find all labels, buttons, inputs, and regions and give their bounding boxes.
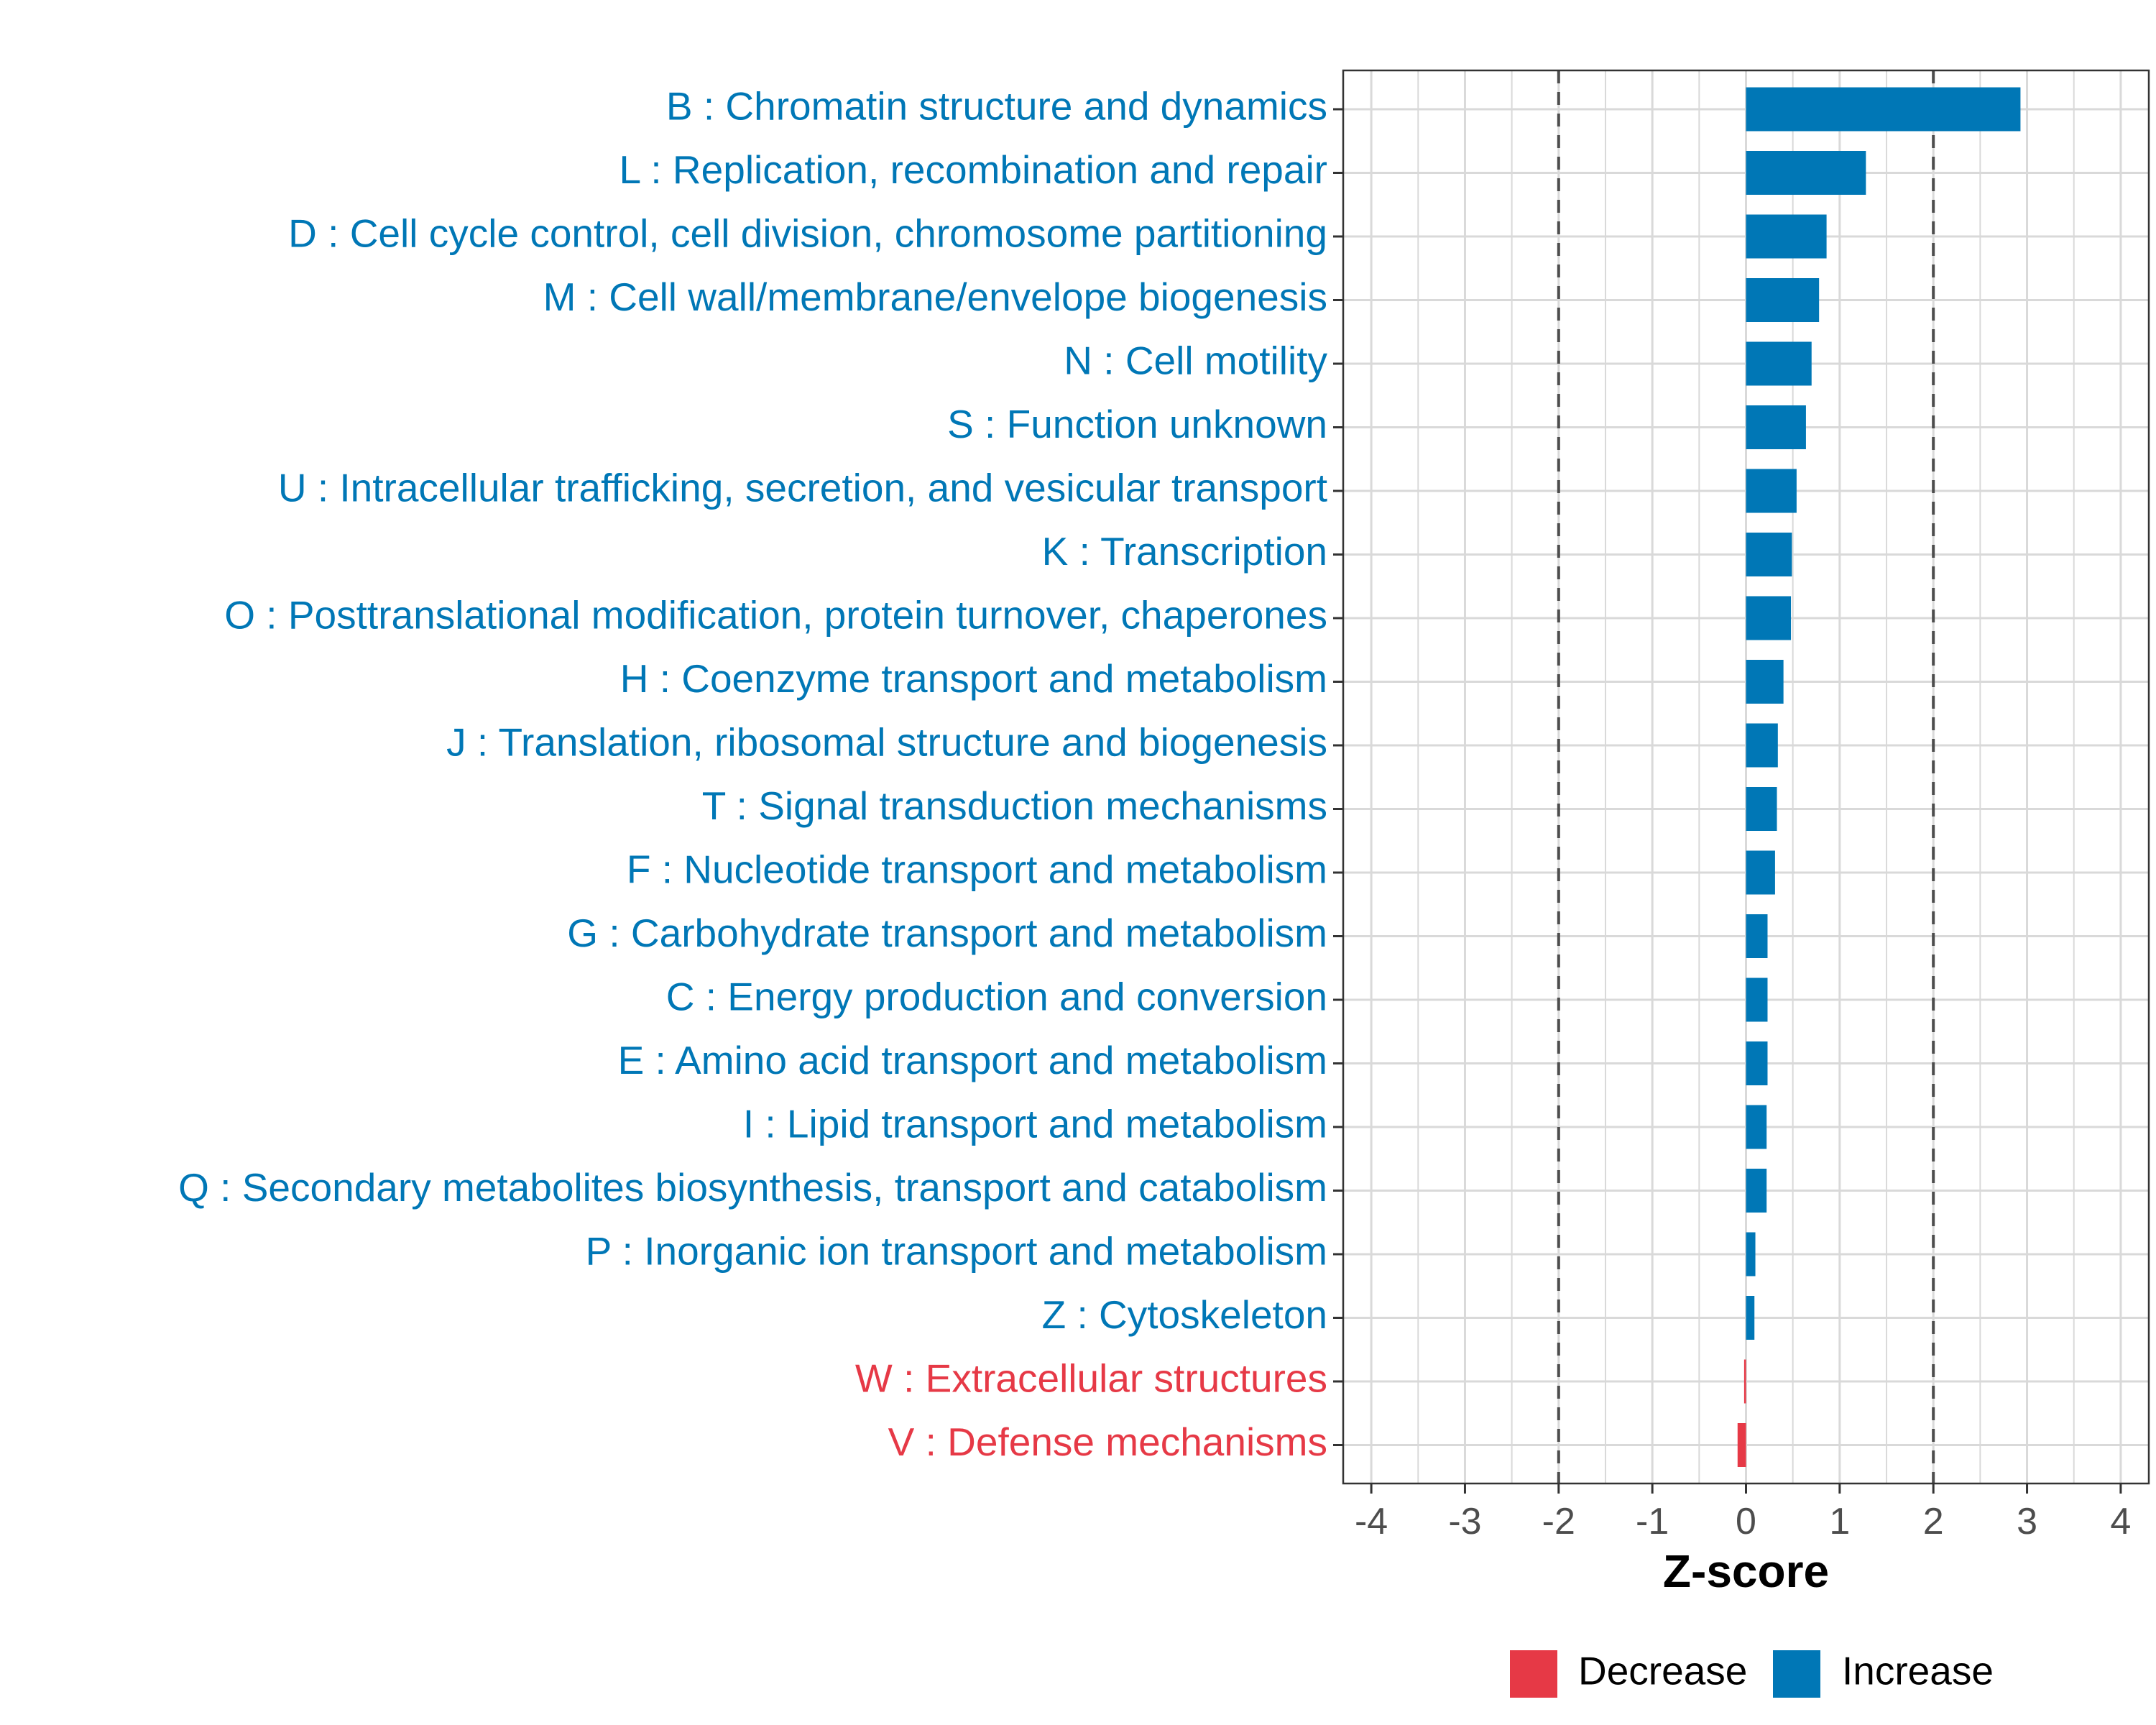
x-tick-label: 0	[1736, 1501, 1756, 1542]
category-label: C : Energy production and conversion	[666, 975, 1327, 1019]
category-label: M : Cell wall/membrane/envelope biogenes…	[543, 275, 1327, 319]
category-label: O : Posttranslational modification, prot…	[224, 593, 1327, 638]
category-label: S : Function unknown	[947, 402, 1327, 446]
x-axis-ticks: -4 -3 -2 -1 0 1 2 3 4	[1355, 1484, 2131, 1542]
category-label: V : Defense mechanisms	[888, 1420, 1327, 1464]
bar	[1746, 787, 1777, 831]
category-label: U : Intracellular trafficking, secretion…	[278, 466, 1327, 510]
x-tick-label: 1	[1829, 1501, 1850, 1542]
bar	[1746, 596, 1792, 640]
bar	[1746, 1169, 1767, 1213]
x-tick-label: 2	[1923, 1501, 1944, 1542]
legend-swatch-increase	[1773, 1650, 1820, 1698]
y-axis-ticks	[1333, 108, 1343, 1446]
bar	[1746, 469, 1797, 513]
bar	[1746, 1105, 1767, 1149]
x-axis-title: Z-score	[1663, 1545, 1829, 1597]
category-label: G : Carbohydrate transport and metabolis…	[567, 911, 1327, 955]
category-label: T : Signal transduction mechanisms	[702, 783, 1327, 828]
bar	[1746, 978, 1768, 1022]
legend-label-increase: Increase	[1842, 1649, 1994, 1693]
bar	[1746, 1232, 1756, 1276]
bars	[1737, 87, 2021, 1467]
bar	[1746, 660, 1784, 704]
category-label: D : Cell cycle control, cell division, c…	[288, 211, 1327, 256]
bar	[1746, 341, 1812, 386]
bar	[1746, 723, 1778, 768]
legend-swatch-decrease	[1510, 1650, 1557, 1698]
bar	[1743, 1359, 1746, 1404]
category-label: Z : Cytoskeleton	[1042, 1292, 1327, 1337]
legend: Decrease Increase	[1510, 1649, 1994, 1698]
x-tick-label: -3	[1448, 1501, 1481, 1542]
bar	[1746, 850, 1775, 895]
bar	[1746, 914, 1768, 958]
category-label: I : Lipid transport and metabolism	[743, 1102, 1327, 1146]
category-label: L : Replication, recombination and repai…	[619, 147, 1327, 192]
bar	[1746, 1296, 1755, 1340]
x-tick-label: 4	[2110, 1501, 2131, 1542]
bar	[1746, 405, 1806, 449]
category-label: J : Translation, ribosomal structure and…	[446, 720, 1327, 765]
category-label: F : Nucleotide transport and metabolism	[627, 847, 1327, 892]
x-tick-label: -1	[1636, 1501, 1669, 1542]
bar	[1737, 1423, 1746, 1467]
bar	[1746, 533, 1792, 576]
category-label: B : Chromatin structure and dynamics	[666, 84, 1327, 129]
bar	[1746, 87, 2021, 132]
x-tick-label: 3	[2017, 1501, 2037, 1542]
x-tick-label: -4	[1355, 1501, 1388, 1542]
category-label: H : Coenzyme transport and metabolism	[620, 656, 1327, 701]
bar	[1746, 151, 1866, 195]
legend-label-decrease: Decrease	[1578, 1649, 1747, 1693]
y-axis-category-labels: B : Chromatin structure and dynamics L : …	[178, 84, 1327, 1465]
x-tick-label: -2	[1542, 1501, 1575, 1542]
category-label: W : Extracellular structures	[855, 1356, 1327, 1401]
bar	[1746, 278, 1820, 322]
bar	[1746, 1041, 1768, 1085]
category-label: P : Inorganic ion transport and metaboli…	[586, 1229, 1327, 1274]
bar	[1746, 214, 1827, 259]
category-label: N : Cell motility	[1064, 339, 1327, 383]
category-label: K : Transcription	[1042, 529, 1327, 574]
category-label: Q : Secondary metabolites biosynthesis, …	[178, 1165, 1327, 1210]
category-label: E : Amino acid transport and metabolism	[618, 1038, 1327, 1082]
